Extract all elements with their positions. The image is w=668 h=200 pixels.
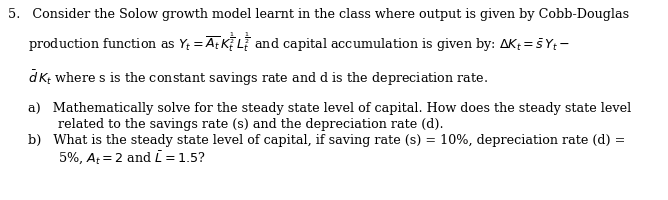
Text: b)   What is the steady state level of capital, if saving rate (s) = 10%, deprec: b) What is the steady state level of cap… [28,133,625,146]
Text: a)   Mathematically solve for the steady state level of capital. How does the st: a) Mathematically solve for the steady s… [28,101,631,114]
Text: $\bar{d}\, K_t$ where s is the constant savings rate and d is the depreciation r: $\bar{d}\, K_t$ where s is the constant … [28,68,488,87]
Text: related to the savings rate (s) and the depreciation rate (d).: related to the savings rate (s) and the … [58,117,444,130]
Text: 5%, $A_t = 2$ and $\bar{L} = 1.5$?: 5%, $A_t = 2$ and $\bar{L} = 1.5$? [58,149,206,166]
Text: production function as $Y_t = \overline{A_t}\, K_t^{\frac{1}{2}}\, L_t^{\frac{1}: production function as $Y_t = \overline{… [28,30,570,53]
Text: 5.   Consider the Solow growth model learnt in the class where output is given b: 5. Consider the Solow growth model learn… [8,8,629,21]
